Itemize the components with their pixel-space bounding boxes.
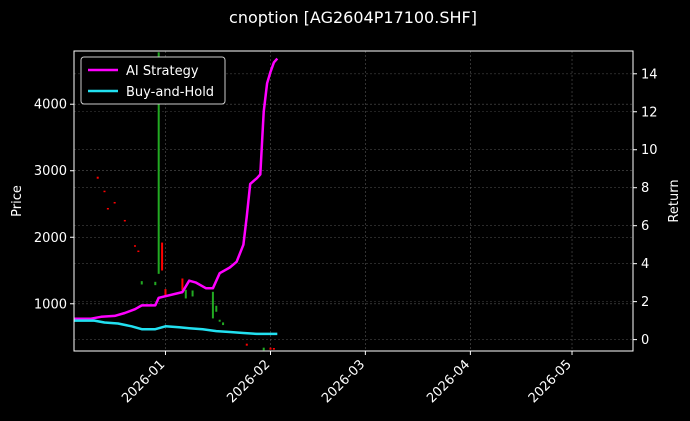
y-axis-left-ticks: 1000 2000 3000 4000 [34, 98, 74, 312]
x-tick-label: 2026-01 [119, 357, 168, 406]
price-candle [157, 52, 160, 274]
price-candle [211, 291, 214, 319]
price-candle [181, 278, 184, 291]
y-right-tick-label: 0 [641, 333, 649, 348]
legend-label-ai-strategy: AI Strategy [126, 64, 199, 79]
price-candle [191, 290, 194, 297]
price-candle [140, 281, 143, 285]
y-left-tick-label: 3000 [34, 164, 67, 179]
price-candle [123, 219, 126, 222]
y-left-tick-label: 2000 [34, 231, 67, 246]
y-axis-right-ticks: 0 2 4 6 8 10 12 14 [633, 67, 658, 348]
y-right-tick-label: 8 [641, 181, 649, 196]
y-right-tick-label: 2 [641, 295, 649, 310]
x-tick-label: 2026-04 [424, 357, 473, 406]
price-candle [161, 242, 164, 271]
chart-title: cnoption [AG2604P17100.SHF] [229, 8, 477, 27]
series-line-buy-and-hold [74, 319, 278, 336]
y-right-tick-label: 14 [641, 67, 658, 82]
price-candle [269, 347, 272, 350]
y-right-tick-label: 6 [641, 219, 649, 234]
legend-label-buy-and-hold: Buy-and-Hold [126, 85, 214, 100]
x-tick-label: 2026-03 [319, 357, 368, 406]
series-line-ai-strategy [74, 57, 279, 320]
legend: AI Strategy Buy-and-Hold [80, 56, 226, 105]
price-candle [222, 322, 225, 326]
x-axis-ticks: 2026-01 2026-02 2026-03 2026-04 2026-05 [119, 351, 575, 406]
price-candle [133, 245, 136, 247]
price-candle [137, 250, 140, 253]
price-candles [96, 52, 275, 351]
price-candle [96, 176, 99, 179]
y-right-tick-label: 12 [641, 105, 658, 120]
price-candle [184, 289, 187, 299]
price-candle [113, 201, 116, 204]
price-candle [245, 343, 248, 346]
price-candle [154, 281, 157, 286]
plot-frame [73, 50, 634, 352]
y-left-tick-label: 1000 [34, 297, 67, 312]
series-lines [74, 57, 279, 336]
y-axis-right-label: Return [667, 179, 682, 222]
price-candle [262, 347, 265, 351]
y-right-tick-label: 10 [641, 143, 658, 158]
x-tick-label: 2026-02 [224, 357, 273, 406]
price-candle [164, 289, 167, 298]
price-candle [218, 319, 221, 322]
y-left-tick-label: 4000 [34, 98, 67, 113]
y-axis-left-label: Price [10, 185, 25, 217]
price-candle [272, 348, 275, 350]
price-candle [106, 207, 109, 210]
price-candle [215, 305, 218, 312]
price-candle [103, 190, 106, 193]
x-tick-label: 2026-05 [526, 357, 575, 406]
y-right-tick-label: 4 [641, 257, 649, 272]
